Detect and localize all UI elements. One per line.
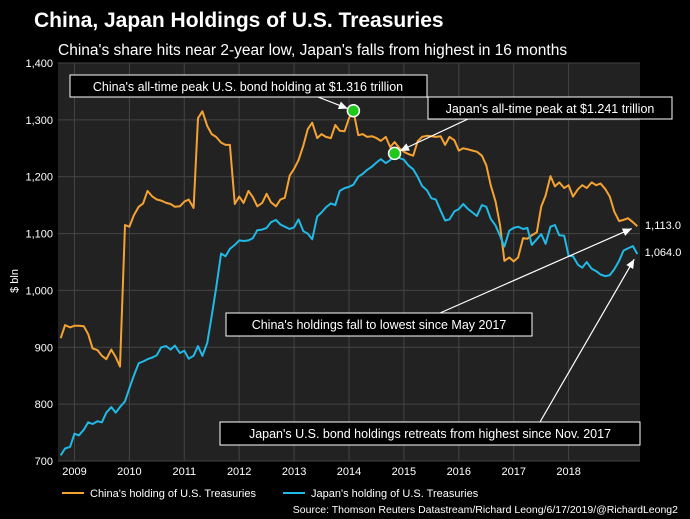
annotation-china-peak: China's all-time peak U.S. bond holding …: [69, 74, 428, 98]
annotation-japan-peak-text: Japan's all-time peak at $1.241 trillion: [446, 102, 655, 116]
peak-marker-japan: [387, 146, 402, 161]
y-tick-label: 1,300: [25, 115, 53, 127]
annotation-arrow-line: [439, 228, 633, 314]
y-tick-label: 1,000: [25, 285, 53, 297]
series-lines: [59, 109, 639, 456]
y-tick-label: 1,100: [25, 229, 53, 241]
chart-subtitle: China's share hits near 2-year low, Japa…: [58, 42, 567, 59]
x-tick-label: 2016: [447, 466, 471, 478]
x-tick-label: 2018: [556, 466, 580, 478]
chart-title: China, Japan Holdings of U.S. Treasuries: [34, 9, 444, 32]
source-note: Source: Thomson Reuters Datastream/Richa…: [293, 504, 678, 516]
annotation-japan-peak: Japan's all-time peak at $1.241 trillion: [427, 96, 673, 120]
end-label-japan-text: 1,064.0: [645, 247, 682, 259]
gridlines: [58, 62, 640, 462]
x-tick-label: 2013: [282, 466, 306, 478]
legend: China's holding of U.S. Treasuries Japan…: [62, 488, 479, 500]
y-tick-label: 900: [35, 342, 53, 354]
end-label-china: 1,113.0: [640, 216, 687, 233]
x-tick-label: 2012: [227, 466, 251, 478]
annotation-arrow-head: [626, 259, 635, 270]
annotation-japan-retreat: Japan's U.S. bond holdings retreats from…: [219, 421, 641, 446]
annotation-china-low-text: China's holdings fall to lowest since Ma…: [252, 318, 507, 332]
annotation-arrow-line: [399, 118, 469, 152]
peak-marker-china: [346, 104, 361, 118]
y-axis-ticks: 1,400 1,300 1,200 1,100 1,000 900 800 700: [25, 58, 53, 468]
y-tick-label: 1,200: [25, 172, 53, 184]
y-tick-label: 700: [35, 456, 53, 468]
legend-china-label: China's holding of U.S. Treasuries: [90, 488, 256, 500]
annotation-arrows: [317, 96, 635, 423]
series-line-china: [59, 109, 638, 368]
y-axis-label: $ bln: [9, 269, 21, 293]
x-axis-ticks: 2009 2010 2011 2012 2013 2014 2015 2016 2017 2018: [62, 466, 581, 478]
legend-japan-label: Japan's holding of U.S. Treasuries: [311, 488, 479, 500]
annotation-china-peak-text: China's all-time peak U.S. bond holding …: [93, 80, 403, 94]
end-label-japan: 1,064.0: [640, 243, 687, 260]
x-tick-label: 2009: [62, 466, 86, 478]
x-tick-label: 2011: [172, 466, 196, 478]
annotation-arrow-head: [400, 143, 410, 151]
series-line-japan: [59, 152, 639, 456]
annotation-china-low: China's holdings fall to lowest since Ma…: [225, 312, 533, 337]
x-tick-label: 2017: [501, 466, 525, 478]
annotation-japan-retreat-text: Japan's U.S. bond holdings retreats from…: [249, 427, 611, 441]
x-tick-label: 2014: [337, 466, 361, 478]
x-tick-label: 2015: [392, 466, 416, 478]
peak-markers: [346, 104, 402, 161]
annotation-arrow-head: [337, 101, 348, 110]
end-label-china-text: 1,113.0: [645, 220, 681, 232]
y-tick-label: 1,400: [25, 58, 53, 70]
annotation-arrow-line: [539, 258, 635, 423]
y-tick-label: 800: [35, 399, 53, 411]
x-tick-label: 2010: [117, 466, 141, 478]
annotation-arrow-head: [621, 228, 632, 236]
